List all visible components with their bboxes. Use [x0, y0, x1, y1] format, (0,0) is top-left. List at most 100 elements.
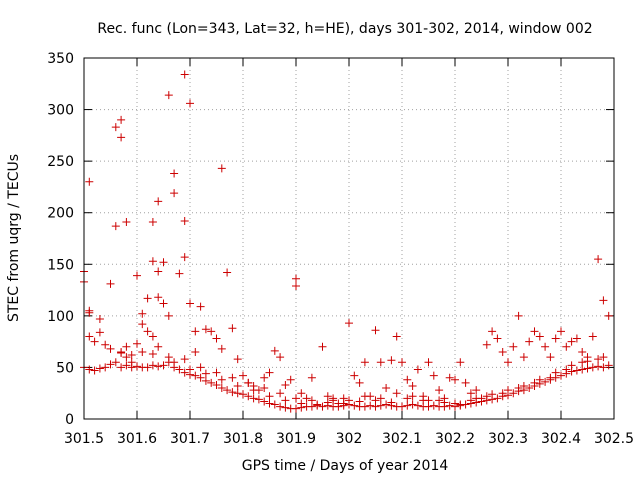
data-point-marker — [270, 400, 279, 409]
data-point-marker — [270, 346, 279, 355]
data-point-marker — [408, 381, 417, 390]
data-point-marker — [111, 222, 120, 231]
data-point-marker — [599, 296, 608, 305]
data-point-marker — [588, 363, 597, 372]
data-point-marker — [429, 371, 438, 380]
data-point-marker — [408, 400, 417, 409]
data-point-marker — [403, 375, 412, 384]
data-point-marker — [159, 258, 168, 267]
x-tick-label: 301.8 — [223, 431, 263, 447]
data-point-marker — [350, 371, 359, 380]
data-point-marker — [281, 396, 290, 405]
data-point-marker — [382, 384, 391, 393]
data-point-marker — [572, 366, 581, 375]
data-point-marker — [276, 353, 285, 362]
data-point-marker — [387, 356, 396, 365]
data-point-marker — [228, 324, 237, 333]
data-point-marker — [588, 332, 597, 341]
data-point-marker — [509, 389, 518, 398]
data-point-marker — [186, 299, 194, 308]
data-point-marker — [514, 311, 523, 320]
data-point-marker — [371, 396, 380, 405]
data-point-marker — [519, 381, 528, 390]
x-tick-label: 302.1 — [382, 431, 422, 447]
data-point-marker — [196, 363, 205, 372]
data-point-marker — [170, 169, 179, 178]
x-tick-label: 302.3 — [488, 431, 528, 447]
data-point-marker — [154, 342, 163, 351]
data-point-marker — [101, 340, 110, 349]
data-point-marker — [90, 366, 99, 375]
data-point-marker — [117, 363, 126, 372]
data-point-marker — [260, 384, 269, 393]
data-point-marker — [456, 400, 465, 409]
data-point-marker — [292, 274, 300, 283]
data-point-marker — [212, 380, 221, 389]
data-point-marker — [445, 373, 454, 382]
y-tick-label: 50 — [56, 360, 74, 376]
data-point-marker — [567, 337, 576, 346]
data-point-marker — [154, 293, 163, 302]
data-point-marker — [594, 255, 603, 264]
data-point-marker — [360, 402, 369, 411]
data-point-marker — [154, 197, 163, 206]
data-point-marker — [281, 403, 290, 412]
data-point-marker — [604, 361, 613, 370]
y-tick-labels: 0 50 100 150 200 250 300 350 — [47, 51, 74, 428]
data-point-marker — [95, 328, 104, 337]
data-point-marker — [504, 386, 512, 395]
y-tick-label: 250 — [47, 154, 74, 170]
data-point-marker — [599, 353, 608, 362]
data-point-marker — [546, 373, 555, 382]
data-point-marker — [488, 390, 497, 399]
data-point-marker — [334, 402, 343, 411]
data-point-marker — [578, 365, 587, 374]
plot-frame — [83, 57, 615, 420]
data-point-marker — [323, 398, 332, 407]
data-point-marker — [143, 363, 152, 372]
data-point-marker — [228, 388, 237, 397]
data-point-marker — [551, 368, 560, 377]
data-point-marker — [350, 401, 359, 410]
data-point-marker — [557, 327, 565, 336]
x-tick-label: 302.4 — [541, 431, 581, 447]
data-point-marker — [594, 362, 603, 371]
data-point-marker — [546, 353, 555, 362]
data-point-marker — [249, 386, 258, 395]
data-point-marker — [562, 365, 571, 374]
data-point-marker — [138, 347, 147, 356]
data-point-marker — [329, 394, 338, 403]
data-point-marker — [604, 311, 613, 320]
data-point-marker — [254, 395, 263, 404]
data-point-marker — [95, 364, 104, 373]
data-point-marker — [170, 189, 179, 198]
data-point-marker — [345, 396, 353, 405]
data-point-marker — [148, 361, 157, 370]
data-point-marker — [133, 271, 141, 280]
data-point-marker — [435, 396, 444, 405]
data-point-marker — [180, 70, 189, 79]
data-point-marker — [217, 384, 226, 393]
data-point-marker — [578, 358, 587, 367]
data-point-marker — [207, 327, 216, 336]
data-point-marker — [239, 390, 247, 399]
data-point-marker — [117, 133, 126, 142]
data-point-marker — [424, 358, 433, 367]
data-point-marker — [551, 334, 560, 343]
data-point-marker — [477, 397, 486, 406]
data-point-marker — [451, 399, 459, 408]
data-point-marker — [297, 389, 306, 398]
data-point-marker — [535, 332, 544, 341]
data-point-marker — [170, 358, 179, 367]
data-point-marker — [345, 319, 353, 328]
data-point-marker — [122, 342, 131, 351]
data-point-marker — [122, 217, 131, 226]
data-point-marker — [466, 389, 475, 398]
data-point-marker — [180, 253, 189, 262]
data-point-marker — [85, 332, 94, 341]
data-point-marker — [376, 394, 385, 403]
x-tick-label: 302 — [336, 431, 363, 447]
data-point-marker — [148, 257, 157, 266]
